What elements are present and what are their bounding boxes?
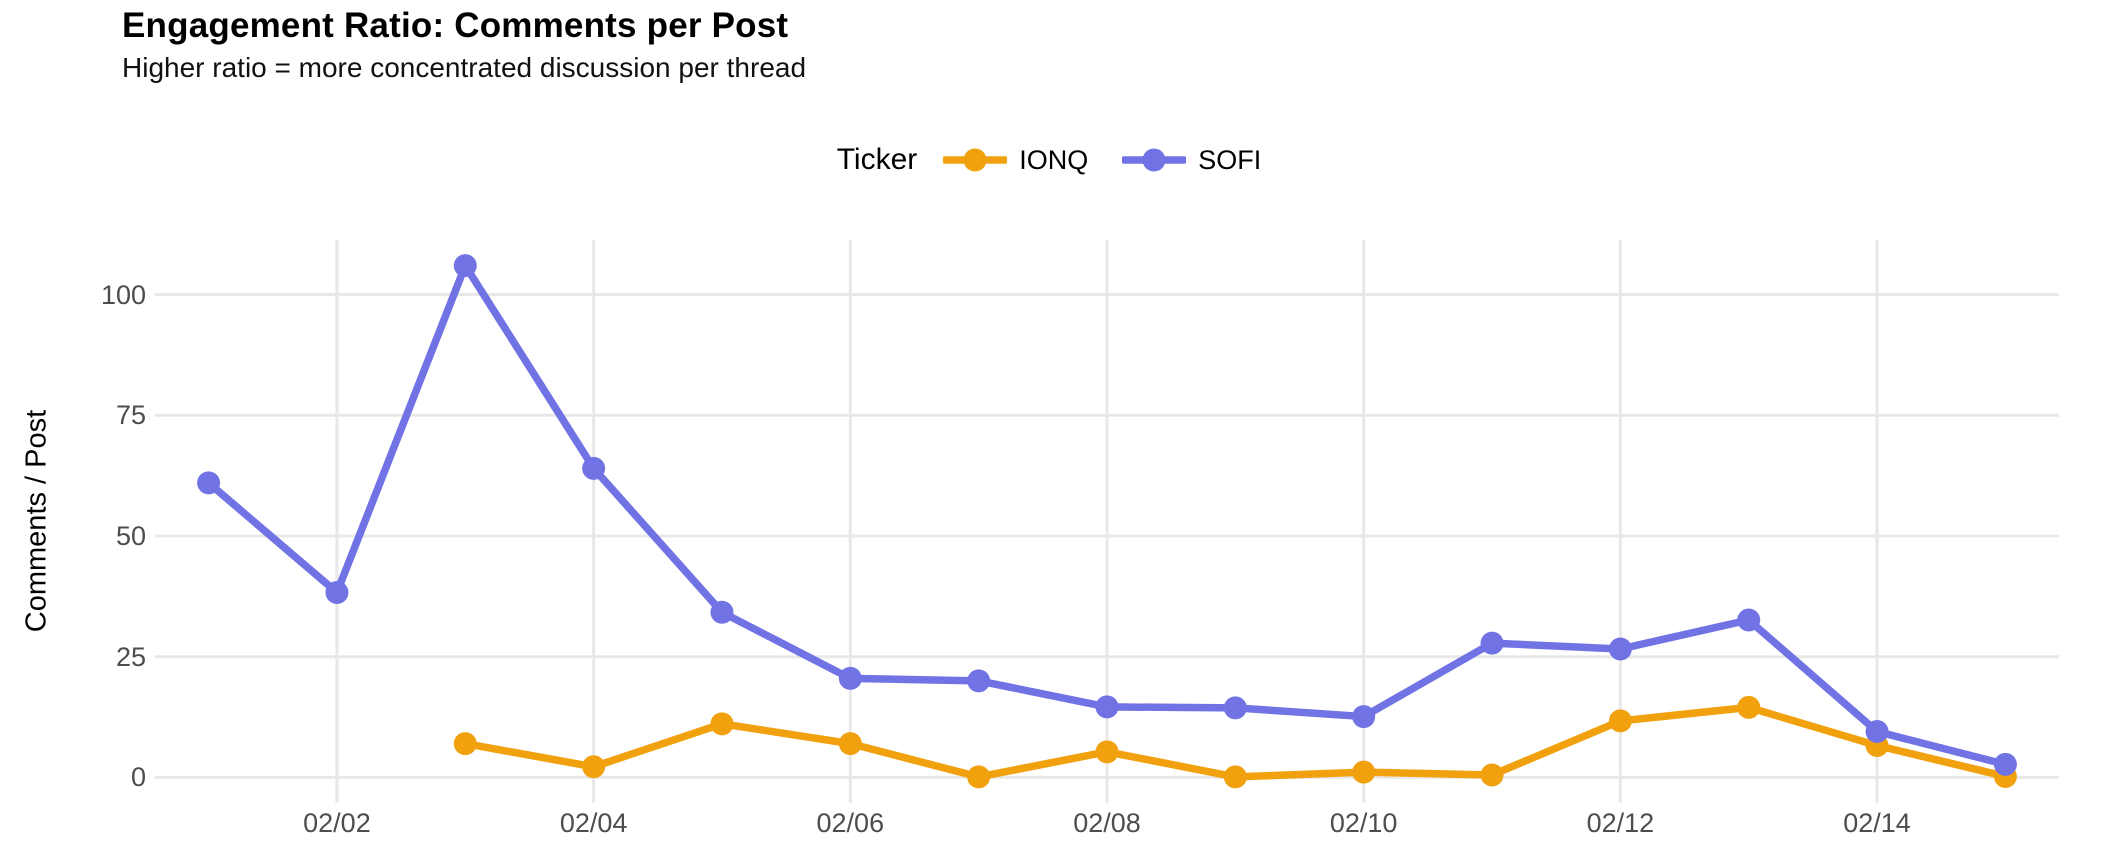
data-point-sofi [1865,720,1889,744]
data-point-sofi [1480,631,1504,655]
y-tick-label: 100 [100,279,146,310]
data-point-ionq [1223,765,1247,789]
data-point-ionq [967,765,991,789]
y-tick-label: 75 [115,400,146,431]
y-tick-label: 25 [115,641,146,672]
data-point-sofi [838,666,862,690]
chart-subtitle: Higher ratio = more concentrated discuss… [122,52,807,83]
data-point-ionq [453,732,477,756]
x-tick-label: 02/08 [1073,808,1141,838]
x-tick-label: 02/12 [1586,808,1655,838]
legend-key-ionq-icon [943,148,1008,172]
x-tick-label: 02/04 [559,808,628,838]
data-point-sofi [1352,705,1376,729]
data-point-sofi [325,580,349,604]
data-point-sofi [1608,637,1632,661]
data-point-ionq [1095,740,1119,764]
legend-title: Ticker [836,143,918,176]
legend-item-ionq: IONQ [943,142,1088,178]
x-tick-label: 02/02 [303,808,371,838]
x-tick-label: 02/06 [816,808,885,838]
chart-title: Engagement Ratio: Comments per Post [122,6,789,45]
data-point-ionq [710,712,734,736]
data-point-ionq [1352,760,1376,784]
x-tick-label: 02/10 [1329,808,1398,838]
legend: Ticker IONQ SOFI [0,133,2112,187]
data-point-sofi [453,254,477,278]
data-point-ionq [1480,763,1504,787]
y-tick-label: 0 [130,762,146,793]
data-point-ionq [838,732,862,756]
legend-item-sofi: SOFI [1122,142,1261,178]
data-point-sofi [1737,608,1761,632]
x-tick-label: 02/14 [1843,808,1911,838]
data-point-ionq [1608,709,1632,733]
data-point-sofi [967,669,991,693]
data-point-sofi [1223,696,1247,720]
data-point-sofi [582,456,606,480]
legend-items: IONQ SOFI [943,142,1275,178]
data-point-sofi [710,600,734,624]
data-point-sofi [197,471,221,495]
data-point-sofi [1095,695,1119,719]
data-point-ionq [582,755,606,779]
legend-label-sofi: SOFI [1198,144,1262,175]
y-tick-label: 50 [115,520,146,551]
data-point-sofi [1993,752,2017,776]
legend-key-sofi-icon [1122,148,1187,172]
data-point-ionq [1737,695,1761,719]
legend-label-ionq: IONQ [1019,144,1089,175]
